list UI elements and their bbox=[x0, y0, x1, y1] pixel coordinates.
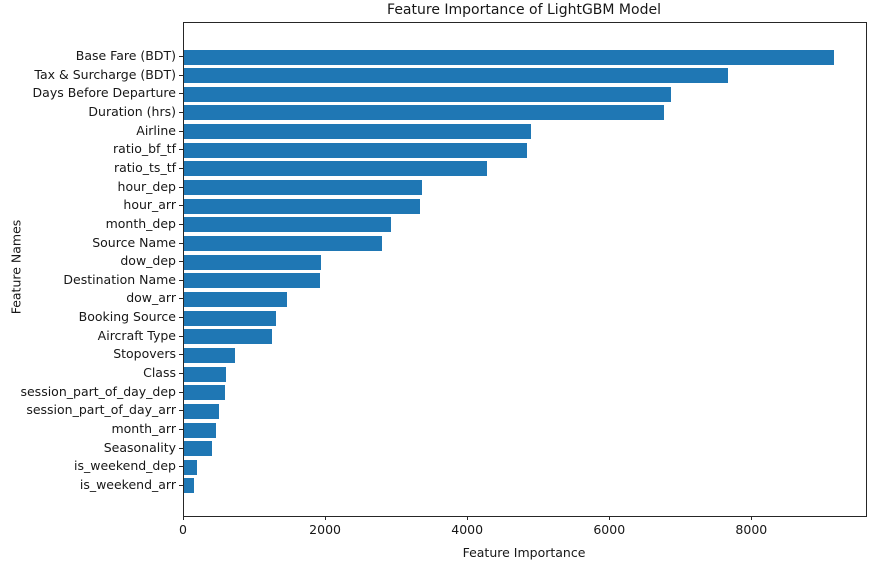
bar bbox=[184, 198, 420, 214]
y-tick-label: Tax & Surcharge (BDT) bbox=[34, 66, 176, 82]
y-tick-label: ratio_ts_tf bbox=[113, 159, 176, 175]
bar bbox=[184, 403, 219, 419]
chart-title: Feature Importance of LightGBM Model bbox=[387, 2, 661, 18]
y-tick-label: hour_dep bbox=[117, 178, 176, 194]
bar bbox=[184, 478, 194, 494]
y-tick-mark bbox=[179, 391, 183, 393]
x-tick-label: 2000 bbox=[309, 522, 341, 537]
bar bbox=[184, 68, 729, 84]
y-tick-mark bbox=[179, 223, 183, 225]
y-tick-mark bbox=[179, 279, 183, 281]
y-tick-label: Base Fare (BDT) bbox=[75, 48, 176, 63]
y-tick-mark bbox=[179, 429, 183, 430]
bar bbox=[184, 236, 383, 251]
y-tick-label: Aircraft Type bbox=[97, 327, 176, 343]
y-tick-mark bbox=[179, 111, 183, 113]
bar bbox=[184, 180, 422, 196]
x-tick-mark bbox=[609, 516, 611, 520]
y-tick-label: Seasonality bbox=[103, 439, 176, 455]
y-tick-label: Class bbox=[143, 365, 176, 381]
y-tick-label: Source Name bbox=[92, 234, 176, 250]
y-tick-mark bbox=[179, 205, 183, 207]
bar bbox=[184, 366, 227, 382]
x-tick-mark bbox=[183, 516, 184, 520]
y-tick-label: hour_arr bbox=[123, 197, 176, 213]
y-tick-mark bbox=[179, 167, 183, 169]
y-tick-mark bbox=[179, 354, 183, 356]
x-tick-label: 8000 bbox=[735, 522, 768, 537]
y-tick-mark bbox=[179, 410, 183, 412]
bar bbox=[184, 347, 236, 363]
y-tick-label: is_weekend_dep bbox=[74, 458, 176, 474]
y-tick-label: dow_arr bbox=[126, 290, 176, 306]
x-tick-label: 4000 bbox=[451, 522, 484, 537]
bar bbox=[184, 142, 528, 158]
y-tick-label: Booking Source bbox=[78, 309, 176, 325]
y-tick-mark bbox=[179, 130, 183, 132]
y-tick-mark bbox=[179, 484, 183, 486]
y-tick-mark bbox=[179, 373, 183, 375]
y-tick-label: dow_dep bbox=[120, 253, 176, 269]
bar bbox=[184, 217, 392, 233]
x-tick-label: 0 bbox=[179, 522, 187, 537]
y-tick-mark bbox=[179, 466, 183, 468]
bar bbox=[184, 441, 213, 457]
x-tick-label: 6000 bbox=[593, 522, 626, 537]
y-tick-mark bbox=[179, 186, 183, 188]
y-tick-label: session_part_of_day_dep bbox=[20, 383, 176, 399]
bar bbox=[184, 422, 217, 438]
bar bbox=[184, 86, 671, 102]
bar bbox=[184, 329, 273, 345]
bar bbox=[184, 310, 277, 326]
plot-area bbox=[183, 22, 867, 517]
y-tick-mark bbox=[179, 447, 183, 449]
bar bbox=[184, 459, 198, 475]
bar bbox=[184, 161, 487, 177]
y-tick-label: Duration (hrs) bbox=[88, 103, 176, 119]
x-axis-label: Feature Importance bbox=[462, 545, 586, 560]
y-tick-label: month_dep bbox=[105, 215, 176, 231]
bar bbox=[184, 254, 322, 270]
y-tick-mark bbox=[179, 93, 183, 95]
x-tick-mark bbox=[751, 516, 753, 520]
y-tick-label: month_arr bbox=[111, 421, 176, 436]
y-tick-label: is_weekend_arr bbox=[79, 476, 176, 492]
y-tick-label: ratio_bf_tf bbox=[113, 141, 176, 157]
bar bbox=[184, 273, 321, 289]
y-tick-mark bbox=[179, 317, 183, 319]
x-tick-mark bbox=[467, 516, 469, 520]
y-tick-label: Destination Name bbox=[63, 271, 176, 287]
y-tick-mark bbox=[179, 335, 183, 337]
x-tick-mark bbox=[325, 516, 327, 520]
bar bbox=[184, 124, 532, 140]
y-tick-label: Airline bbox=[136, 122, 176, 138]
y-tick-mark bbox=[179, 298, 183, 300]
y-tick-label: Days Before Departure bbox=[32, 85, 176, 101]
bar bbox=[184, 105, 664, 121]
bar bbox=[184, 385, 226, 401]
bar bbox=[184, 291, 287, 307]
y-tick-label: session_part_of_day_arr bbox=[26, 402, 176, 418]
y-tick-mark bbox=[179, 74, 183, 76]
y-tick-mark bbox=[179, 261, 183, 263]
y-tick-label: Stopovers bbox=[113, 346, 176, 362]
y-tick-mark bbox=[179, 149, 183, 151]
y-tick-mark bbox=[179, 242, 183, 244]
y-tick-mark bbox=[179, 56, 183, 57]
bar bbox=[184, 49, 835, 65]
